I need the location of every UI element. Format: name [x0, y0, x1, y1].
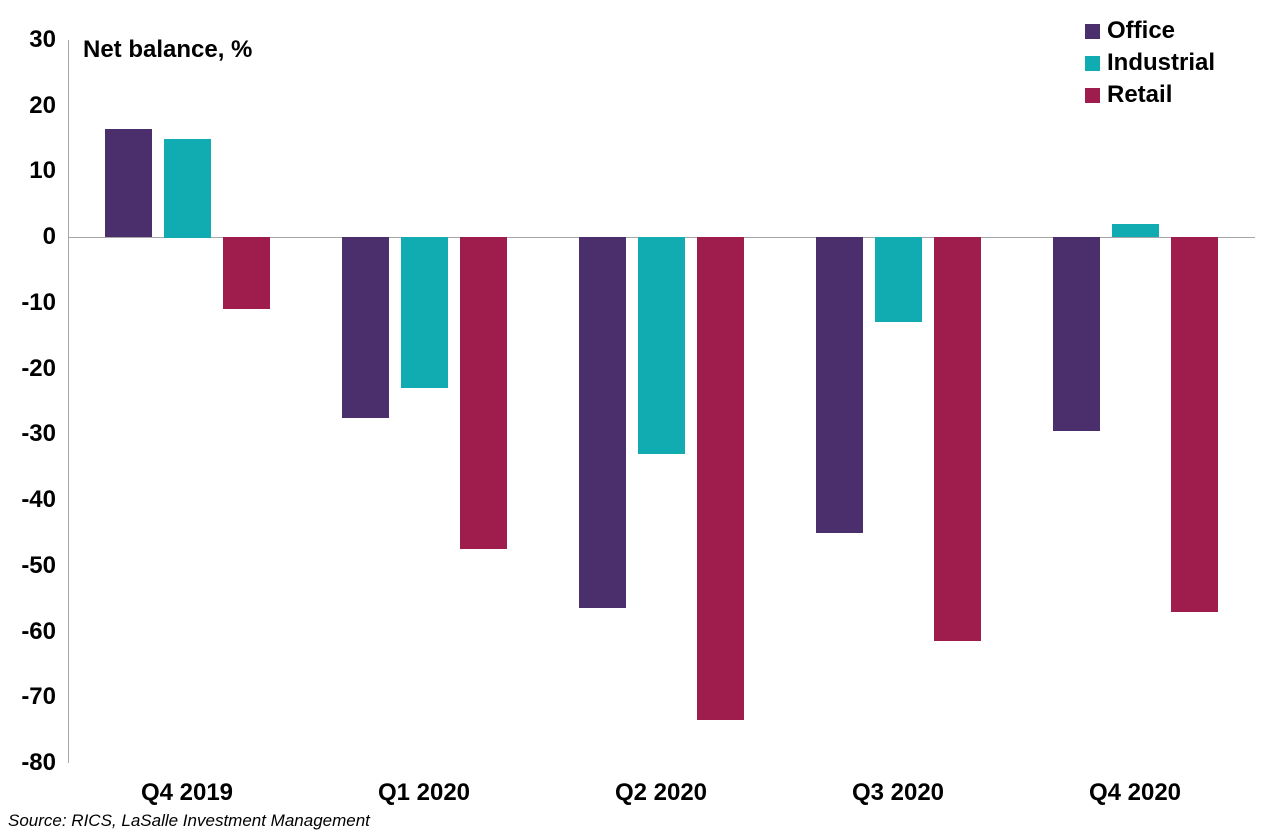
x-axis-label-q1-2020: Q1 2020 [377, 779, 471, 806]
y-tick-label-0: 0 [42, 223, 56, 250]
bar-retail-q2-2020 [697, 237, 744, 720]
legend-item-retail: Retail [1085, 80, 1172, 110]
legend-label-retail: Retail [1107, 81, 1173, 108]
x-axis-label-q4-2020: Q4 2020 [1088, 779, 1182, 806]
y-tick-label--60: -60 [21, 618, 56, 645]
x-axis-label-q4-2019: Q4 2019 [140, 779, 234, 806]
legend-label-industrial: Industrial [1107, 49, 1216, 76]
bar-industrial-q4-2020 [1112, 224, 1159, 237]
legend-item-industrial: Industrial [1085, 48, 1215, 78]
bar-office-q2-2020 [579, 237, 626, 608]
source-note: Source: RICS, LaSalle Investment Managem… [8, 811, 370, 830]
bar-industrial-q2-2020 [638, 237, 685, 454]
y-tick-label--10: -10 [21, 289, 56, 316]
bar-retail-q3-2020 [934, 237, 981, 641]
legend-swatch-office-icon [1085, 23, 1100, 39]
y-tick-label--20: -20 [21, 355, 56, 382]
x-axis-label-q2-2020: Q2 2020 [614, 779, 708, 806]
legend-swatch-industrial-icon [1085, 55, 1100, 71]
y-axis-line [68, 40, 69, 763]
x-axis-label-q3-2020: Q3 2020 [851, 779, 945, 806]
y-tick-label-10: 10 [29, 157, 56, 184]
bar-industrial-q3-2020 [875, 237, 922, 322]
y-tick-label--80: -80 [21, 749, 56, 776]
bar-office-q3-2020 [816, 237, 863, 533]
legend-item-office: Office [1085, 16, 1175, 46]
y-tick-label-20: 20 [29, 92, 56, 119]
bar-retail-q1-2020 [460, 237, 507, 549]
bar-retail-q4-2019 [223, 237, 270, 309]
y-tick-label--40: -40 [21, 486, 56, 513]
bar-industrial-q4-2019 [164, 139, 211, 238]
bar-office-q4-2019 [105, 129, 152, 237]
chart-title: Net balance, % [83, 36, 253, 63]
legend-label-office: Office [1107, 17, 1176, 44]
y-tick-label--70: -70 [21, 683, 56, 710]
bar-office-q4-2020 [1053, 237, 1100, 431]
y-tick-label--50: -50 [21, 552, 56, 579]
bar-retail-q4-2020 [1171, 237, 1218, 612]
bar-office-q1-2020 [342, 237, 389, 418]
y-tick-label-30: 30 [29, 26, 56, 53]
y-tick-label--30: -30 [21, 420, 56, 447]
bar-industrial-q1-2020 [401, 237, 448, 388]
legend-swatch-retail-icon [1085, 87, 1100, 103]
